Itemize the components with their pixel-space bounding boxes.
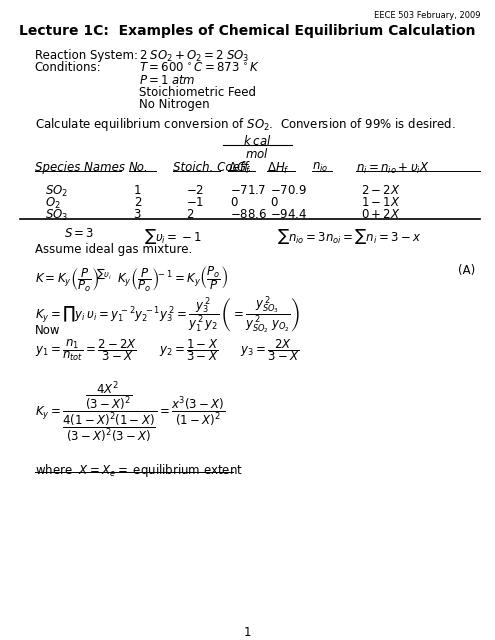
Text: $-70.9$: $-70.9$ [270,184,307,196]
Text: No Nitrogen: No Nitrogen [139,98,209,111]
Text: $y_1 = \dfrac{n_1}{n_{tot}} = \dfrac{2-2X}{3-X}$$\quad\quad y_2 = \dfrac{1-X}{3-: $y_1 = \dfrac{n_1}{n_{tot}} = \dfrac{2-2… [35,337,299,363]
Text: Now: Now [35,324,60,337]
Text: Conditions:: Conditions: [35,61,101,74]
Text: $O_2$: $O_2$ [45,196,60,211]
Text: $\Delta H_f$: $\Delta H_f$ [267,161,290,177]
Text: Assume ideal gas mixture.: Assume ideal gas mixture. [35,243,192,256]
Text: 1: 1 [134,184,141,196]
Text: $\sum n_{io} = 3n_{oi} = \sum n_i = 3-x$: $\sum n_{io} = 3n_{oi} = \sum n_i = 3-x$ [277,227,422,246]
Text: (A): (A) [458,264,475,276]
Text: $P = 1\;atm$: $P = 1\;atm$ [139,74,195,86]
Text: $1-1X$: $1-1X$ [361,196,401,209]
Text: 2: 2 [134,196,141,209]
Text: $\sum \upsilon_i = -1$: $\sum \upsilon_i = -1$ [144,227,201,246]
Text: $2\;SO_2 + O_2 = 2\;SO_3$: $2\;SO_2 + O_2 = 2\;SO_3$ [139,49,249,65]
Text: $k\;cal$: $k\;cal$ [243,134,272,148]
Text: Stoich. Coeff.: Stoich. Coeff. [173,161,252,174]
Text: $SO_2$: $SO_2$ [45,184,68,199]
Text: $SO_3$: $SO_3$ [45,208,68,223]
Text: $S = 3$: $S = 3$ [64,227,95,240]
Text: $\Delta G_f$: $\Delta G_f$ [228,161,251,177]
Text: where  $X = X_e =$ equilibrium extent: where $X = X_e =$ equilibrium extent [35,462,243,479]
Text: $n_i = n_{io} + \upsilon_i X$: $n_i = n_{io} + \upsilon_i X$ [356,161,430,177]
Text: $2$: $2$ [186,208,194,221]
Text: 1: 1 [244,626,251,639]
Text: $K_y = \dfrac{\dfrac{4X^2}{(3-X)^2}}{\dfrac{4(1-X)^2(1-X)}{(3-X)^2(3-X)}} = \dfr: $K_y = \dfrac{\dfrac{4X^2}{(3-X)^2}}{\df… [35,381,225,445]
Text: Species Names: Species Names [35,161,125,174]
Text: $-2$: $-2$ [186,184,204,196]
Text: $0$: $0$ [230,196,239,209]
Text: $n_{io}$: $n_{io}$ [312,161,328,174]
Text: $0+2X$: $0+2X$ [361,208,401,221]
Text: $-71.7$: $-71.7$ [230,184,266,196]
Text: $-88.6$: $-88.6$ [230,208,267,221]
Text: $-94.4$: $-94.4$ [270,208,307,221]
Text: $0$: $0$ [270,196,278,209]
Text: EECE 503 February, 2009: EECE 503 February, 2009 [374,11,480,20]
Text: 3: 3 [134,208,141,221]
Text: $T = 600\,^\circ C = 873\,^\circ K$: $T = 600\,^\circ C = 873\,^\circ K$ [139,61,260,74]
Text: $mol$: $mol$ [246,147,269,161]
Text: $K = K_y \left(\dfrac{P}{P_o}\right)^{\!\!\sum \upsilon_i}$$\;\;K_y \left(\dfrac: $K = K_y \left(\dfrac{P}{P_o}\right)^{\!… [35,264,228,294]
Text: $-1$: $-1$ [186,196,204,209]
Text: Lecture 1C:  Examples of Chemical Equilibrium Calculation: Lecture 1C: Examples of Chemical Equilib… [19,24,476,38]
Text: Calculate equilibrium conversion of $SO_2$.  Conversion of 99% is desired.: Calculate equilibrium conversion of $SO_… [35,116,455,134]
Text: $K_y = \prod y_i \, \upsilon_i = y_1^{\,-2} y_2^{\,-1} y_3^{\,2}= \dfrac{y_3^{\,: $K_y = \prod y_i \, \upsilon_i = y_1^{\,… [35,294,299,336]
Text: Reaction System:: Reaction System: [35,49,138,62]
Text: $2-2X$: $2-2X$ [361,184,401,196]
Text: No.: No. [129,161,148,174]
Text: Stoichiometric Feed: Stoichiometric Feed [139,86,255,99]
